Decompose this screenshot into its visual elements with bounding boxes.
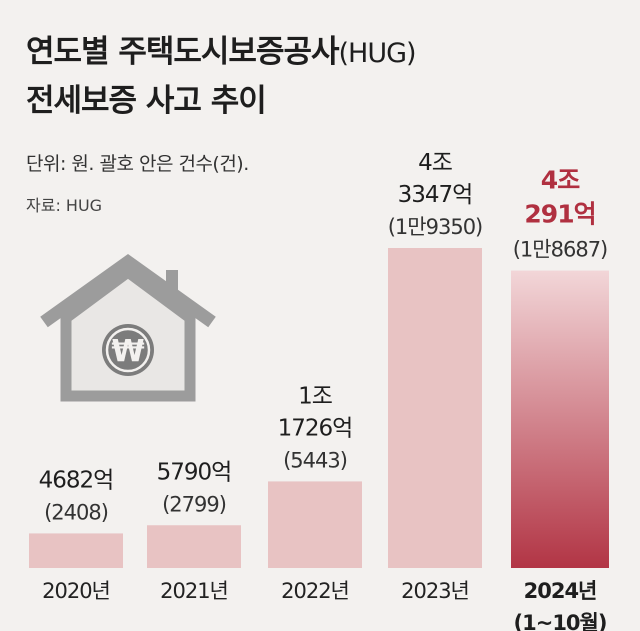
svg-text:₩: ₩: [111, 334, 144, 369]
x-tick-label: 2024년: [524, 579, 597, 603]
bar-2024년: [511, 270, 609, 568]
bar-2021년: [147, 525, 241, 568]
bar-2023년: [388, 248, 482, 568]
unit-note: 단위: 원. 괄호 안은 건수(건).: [26, 153, 249, 175]
x-tick-label: 2023년: [401, 579, 469, 603]
chart-title-suffix: (HUG): [339, 38, 416, 69]
value-label: 4682억: [39, 467, 114, 493]
x-tick-label: 2022년: [281, 579, 349, 603]
labels-group: (2408) 4682억 2020년 (2799) 5790억 2021년 (5443) 17…: [39, 150, 609, 631]
value-label: 4조: [418, 150, 452, 176]
value-label: 5790억: [157, 459, 232, 485]
house-won-icon: ₩: [40, 254, 216, 402]
value-label: 3347억: [398, 182, 473, 208]
value-label: 1726억: [278, 415, 353, 441]
chart-title-line2: 전세보증 사고 추이: [26, 83, 266, 119]
count-label: (2799): [162, 492, 226, 516]
bar-2020년: [29, 533, 123, 568]
count-label: (5443): [283, 448, 347, 472]
x-tick-label: 2021년: [160, 579, 228, 603]
value-label: 291억: [524, 200, 595, 229]
count-label: (1만9350): [388, 215, 483, 239]
x-tick-sublabel: (1~10월): [514, 611, 607, 631]
count-label: (2408): [44, 500, 108, 524]
bar-2022년: [268, 481, 362, 568]
source-note: 자료: HUG: [26, 196, 102, 215]
bars-group: [29, 248, 609, 568]
count-label: (1만8687): [513, 238, 608, 262]
chart-title-line1: 연도별 주택도시보증공사(HUG): [26, 34, 416, 70]
value-label: 4조: [541, 166, 580, 195]
value-label: 1조: [298, 383, 332, 409]
x-tick-label: 2020년: [42, 579, 110, 603]
